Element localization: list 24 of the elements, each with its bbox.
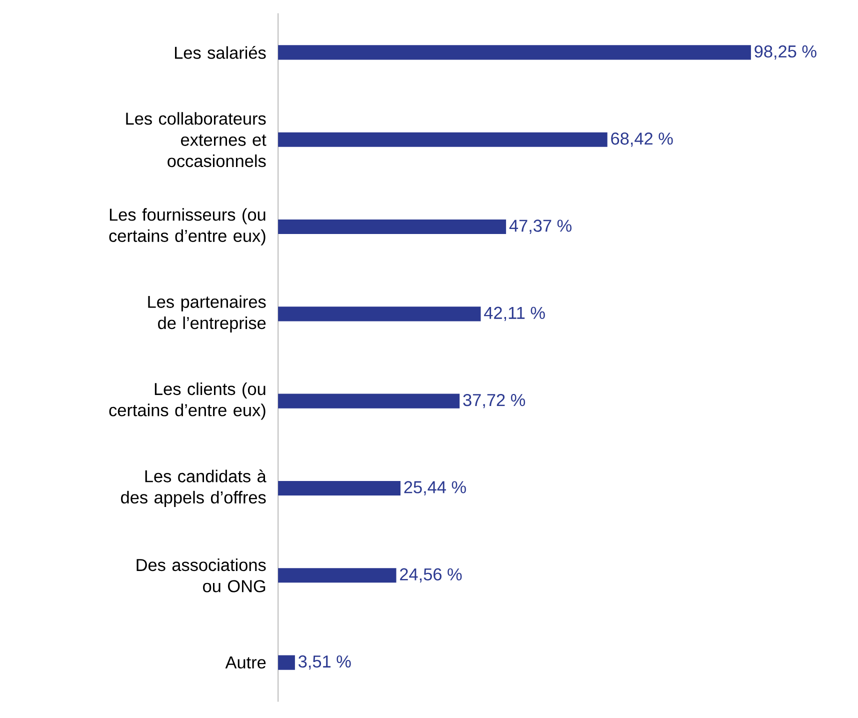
y-tick-label: Autre xyxy=(225,656,266,669)
bar xyxy=(278,655,295,670)
y-tick-label: Les candidats à des appels d’offres xyxy=(121,470,266,508)
bar xyxy=(278,220,506,234)
bar xyxy=(278,568,396,583)
y-tick-label: Les fournisseurs (ou certains d’entre eux) xyxy=(109,208,266,246)
y-tick-label: Les salariés xyxy=(175,46,266,60)
data-label: 47,37 % xyxy=(509,220,572,234)
data-label: 37,72 % xyxy=(463,394,526,408)
y-tick-label: Les collaborateurs externes et occasionnels xyxy=(126,112,266,168)
data-label: 42,11 % xyxy=(484,306,545,322)
bar xyxy=(278,394,460,409)
y-tick-label: Les partenaires de l’entreprise xyxy=(148,295,266,333)
data-label: 3,51 % xyxy=(298,656,351,670)
bar xyxy=(278,481,400,496)
bar xyxy=(278,132,608,148)
data-label: 24,56 % xyxy=(400,568,462,583)
y-tick-label: Des associations ou ONG xyxy=(136,558,266,592)
y-tick-label: Les clients (ou certains d’entre eux) xyxy=(109,382,266,420)
bar xyxy=(278,306,481,322)
data-label: 25,44 % xyxy=(404,481,466,496)
bar xyxy=(278,45,751,60)
data-label: 68,42 % xyxy=(611,132,673,147)
data-label: 98,25 % xyxy=(754,46,816,60)
